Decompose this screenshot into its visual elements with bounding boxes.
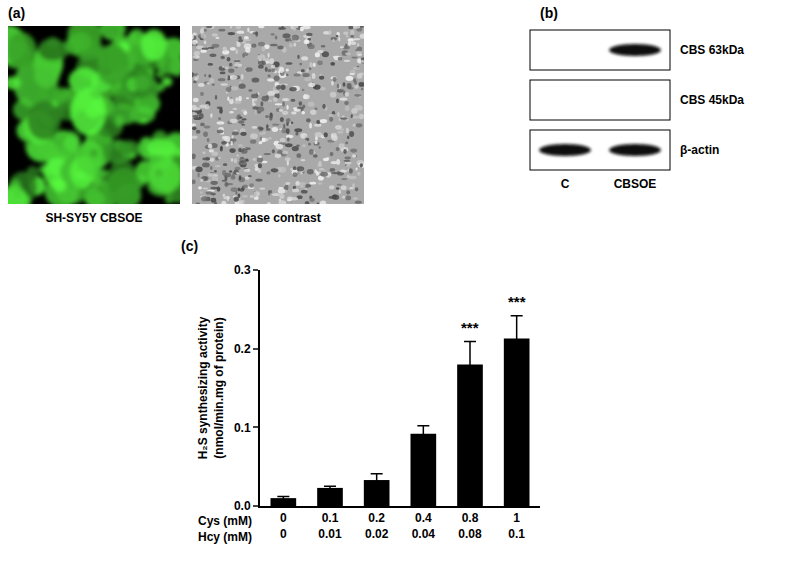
svg-text:(b): (b) — [540, 5, 558, 21]
svg-text:***: *** — [461, 319, 479, 336]
svg-text:0.2: 0.2 — [234, 342, 251, 356]
svg-text:0.3: 0.3 — [234, 263, 251, 277]
svg-text:10.1: 10.1 — [508, 511, 525, 541]
svg-text:0.1: 0.1 — [234, 421, 251, 435]
svg-text:Cys (mM)Hcy (mM): Cys (mM)Hcy (mM) — [198, 514, 252, 544]
svg-text:0.0: 0.0 — [234, 499, 251, 513]
svg-text:CBS 63kDa: CBS 63kDa — [680, 43, 744, 57]
svg-text:phase contrast: phase contrast — [235, 211, 320, 225]
svg-text:CBSOE: CBSOE — [614, 177, 657, 191]
svg-text:***: *** — [508, 293, 526, 310]
svg-text:SH-SY5Y CBSOE: SH-SY5Y CBSOE — [45, 211, 142, 225]
svg-text:0.80.08: 0.80.08 — [458, 511, 482, 541]
svg-text:0.10.01: 0.10.01 — [318, 511, 342, 541]
svg-text:00: 00 — [280, 511, 287, 541]
svg-text:C: C — [561, 177, 570, 191]
svg-text:0.20.02: 0.20.02 — [365, 511, 389, 541]
svg-text:(c): (c) — [181, 238, 198, 254]
svg-text:H₂S synthesizing activity(nmol: H₂S synthesizing activity(nmol/min.mg of… — [196, 316, 226, 459]
svg-text:β-actin: β-actin — [680, 143, 719, 157]
svg-text:(a): (a) — [8, 5, 25, 21]
svg-text:0.40.04: 0.40.04 — [412, 511, 436, 541]
svg-text:CBS 45kDa: CBS 45kDa — [680, 93, 744, 107]
